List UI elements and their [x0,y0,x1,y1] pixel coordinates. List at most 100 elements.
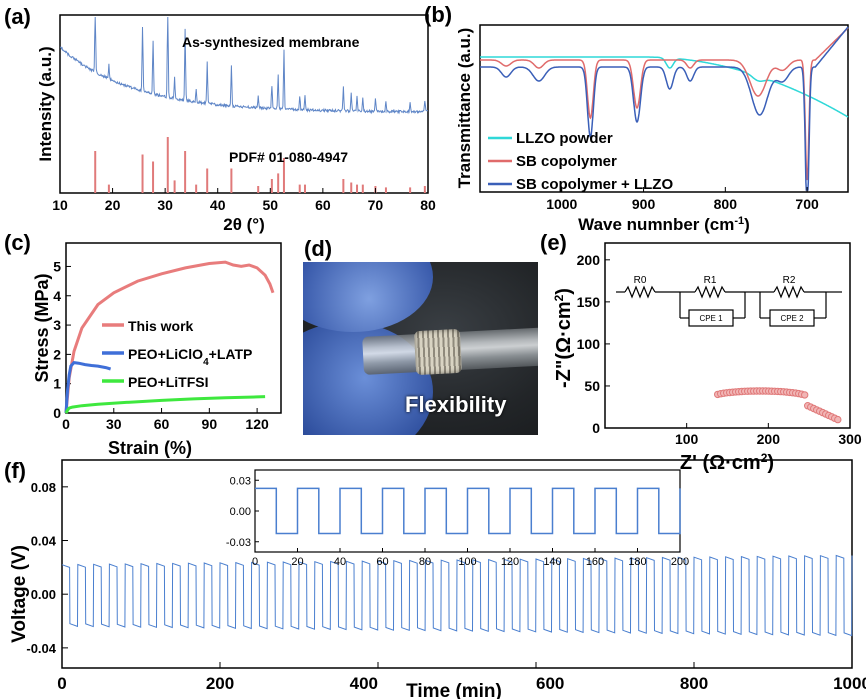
y-tick-label: 3 [53,317,61,333]
x-tick-label: 900 [632,196,656,212]
x-tick-label: 800 [714,196,738,212]
inset-voltage-line [255,487,681,535]
x-tick-label: 600 [536,674,564,693]
nyquist-points [714,387,842,424]
x-ticks-b: 1000 900 800 700 [546,187,819,212]
circuit-label-r2: R2 [783,275,796,286]
x-tick-label: 90 [202,416,218,432]
circuit-label-cpe1: CPE 1 [699,314,723,323]
plot-frame-b [479,24,849,193]
y-tick-label: 0 [592,420,600,436]
x-tick-label: 300 [838,431,862,447]
x-tick-label: 60 [154,416,170,432]
legend-label-peo-latp: PEO+LiClO4+LATP [128,346,252,368]
resistor-r0 [624,285,656,299]
x-axis-label-c: Strain (%) [108,438,192,458]
equivalent-circuit [616,285,842,327]
y-tick-label: 4 [53,288,61,304]
panel-label-d: (d) [304,236,333,261]
x-tick-label: 800 [680,674,708,693]
x-tick-label: 30 [157,197,173,213]
y-axis-label-a: Intensity (a.u.) [36,46,55,161]
x-tick-label: 0 [62,416,70,432]
y-axis-label-f: Voltage (V) [9,545,30,643]
inset-x-tick-label: 40 [334,556,346,568]
y-axis-label-b: Transmittance (a.u.) [455,28,474,189]
inset-y-tick-label: -0.03 [226,537,251,549]
reference-peaks-a [94,137,426,193]
series-line-this-work [64,260,275,414]
y-tick-label: 50 [584,378,600,394]
series-line-sb-copolymer-llzo [480,26,849,191]
panel-label-b: (b) [424,2,452,27]
x-tick-label: 700 [795,196,819,212]
x-tick-label: 400 [350,674,378,693]
membrane-coil [413,328,463,376]
inset-x-tick-label: 140 [543,556,561,568]
x-tick-label: 100 [675,431,699,447]
panel-a: (a) As-synthesized membrane PDF# 01-080-… [4,4,436,234]
plot-frame-c [65,242,282,414]
plot-frame-e [604,242,851,429]
legend-c: This work PEO+LiClO4+LATP PEO+LiTFSI [102,318,252,390]
inset-x-tick-label: 60 [376,556,388,568]
legend-label-llzo: LLZO powder [516,130,613,147]
inset-x-tick-label: 120 [501,556,519,568]
panel-label-c: (c) [4,230,31,255]
ticks-f: 02004006008001000-0.040.000.040.08 [26,480,866,693]
y-tick-label: 150 [577,294,601,310]
x-tick-label: 70 [368,197,384,213]
circuit-label-cpe2: CPE 2 [780,314,804,323]
y-tick-label: 0.00 [31,587,56,602]
x-ticks-a: 10 20 30 40 50 60 70 80 [52,188,436,213]
y-tick-label: -0.04 [26,641,56,656]
plot-frame-a [59,14,429,194]
legend-label-sbl: SB copolymer + LLZO [516,176,673,193]
panel-e: (e) 100 200 300 0 50 100 150 200 [540,230,862,474]
inset-y-tick-label: 0.00 [230,506,251,518]
x-tick-label: 1000 [833,674,866,693]
ticks-c: 0 30 60 90 120 0 1 2 3 4 5 [53,258,269,432]
x-tick-label: 60 [315,197,331,213]
circuit-label-r1: R1 [704,275,717,286]
inset-x-tick-label: 20 [291,556,303,568]
circuit-label-r0: R0 [634,275,647,286]
x-axis-label-f: Time (min) [406,681,502,699]
legend-label-this-work: This work [128,318,194,334]
y-axis-label-c: Stress (MPa) [32,273,52,382]
x-tick-label: 40 [210,197,226,213]
panel-label-e: (e) [540,230,567,255]
resistor-r1 [694,285,726,299]
y-tick-label: 0.04 [31,534,57,549]
inset-x-tick-label: 160 [586,556,604,568]
y-tick-label: 200 [577,252,601,268]
x-tick-label: 80 [420,197,436,213]
x-tick-label: 200 [757,431,781,447]
x-axis-label-e: Z' (Ω·cm2) [680,451,774,474]
series-line-sb-copolymer [480,27,849,181]
y-tick-label: 100 [577,336,601,352]
legend-label-peo-litfsi: PEO+LiTFSI [128,374,209,390]
x-axis-label-b: Wave numnber (cm-1) [578,215,750,234]
photo-caption: Flexibility [405,392,507,417]
legend-b: LLZO powder SB copolymer SB copolymer + … [488,130,673,193]
panel-label-f: (f) [4,458,26,483]
annotation-as-synthesized: As-synthesized membrane [182,34,360,50]
resistor-r2 [773,285,805,299]
x-tick-label: 50 [262,197,278,213]
x-tick-label: 20 [105,197,121,213]
nyquist-point [801,391,809,399]
annotation-pdf: PDF# 01-080-4947 [229,149,348,165]
panel-c: (c) 0 30 60 90 120 0 1 2 3 4 5 This work PEO+LiClO… [4,230,282,458]
y-axis-label-e: -Z"(Ω·cm2) [552,288,575,388]
voltage-profile-line [61,554,853,637]
ticks-e: 100 200 300 0 50 100 150 200 [577,252,862,447]
x-tick-label: 0 [57,674,66,693]
x-tick-label: 1000 [546,196,577,212]
x-tick-label: 30 [106,416,122,432]
inset-x-tick-label: 80 [419,556,431,568]
inset-y-tick-label: 0.03 [230,475,251,487]
y-tick-label: 0 [53,405,61,421]
panel-label-a: (a) [4,4,31,29]
